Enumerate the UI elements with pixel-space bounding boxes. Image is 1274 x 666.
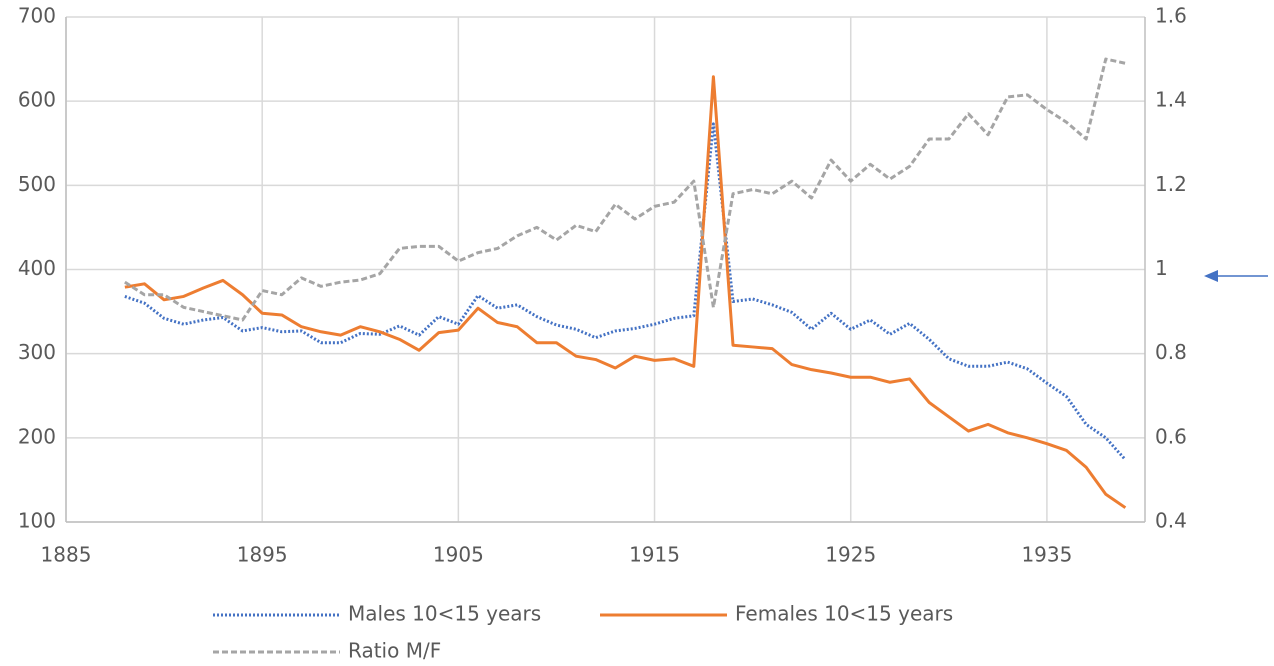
x-tick-label: 1905: [433, 543, 484, 567]
y-tick-label: 400: [18, 256, 56, 280]
pointer-arrow: [1204, 270, 1268, 282]
y-tick-label: 600: [18, 88, 56, 112]
y2-tick-label: 1.6: [1155, 4, 1187, 28]
y2-tick-label: 0.8: [1155, 340, 1187, 364]
y-tick-label: 200: [18, 424, 56, 448]
x-tick-label: 1915: [629, 543, 680, 567]
legend-label: Males 10<15 years: [348, 602, 541, 626]
y-tick-label: 500: [18, 172, 56, 196]
y2-tick-label: 0.4: [1155, 509, 1187, 533]
y-tick-label: 300: [18, 340, 56, 364]
x-tick-label: 1895: [237, 543, 288, 567]
series-line: [124, 122, 1127, 461]
y2-tick-label: 1: [1155, 256, 1168, 280]
legend-label: Ratio M/F: [348, 639, 441, 663]
y-tick-label: 700: [18, 4, 56, 28]
y2-tick-label: 0.6: [1155, 424, 1187, 448]
y2-tick-label: 1.2: [1155, 172, 1187, 196]
x-tick-label: 1885: [41, 543, 92, 567]
legend-label: Females 10<15 years: [735, 602, 953, 626]
series-line: [124, 57, 1126, 322]
y-tick-label: 100: [18, 509, 56, 533]
y2-tick-label: 1.4: [1155, 88, 1187, 112]
x-tick-label: 1925: [825, 543, 876, 567]
series-line: [124, 75, 1127, 509]
x-tick-label: 1935: [1021, 543, 1072, 567]
